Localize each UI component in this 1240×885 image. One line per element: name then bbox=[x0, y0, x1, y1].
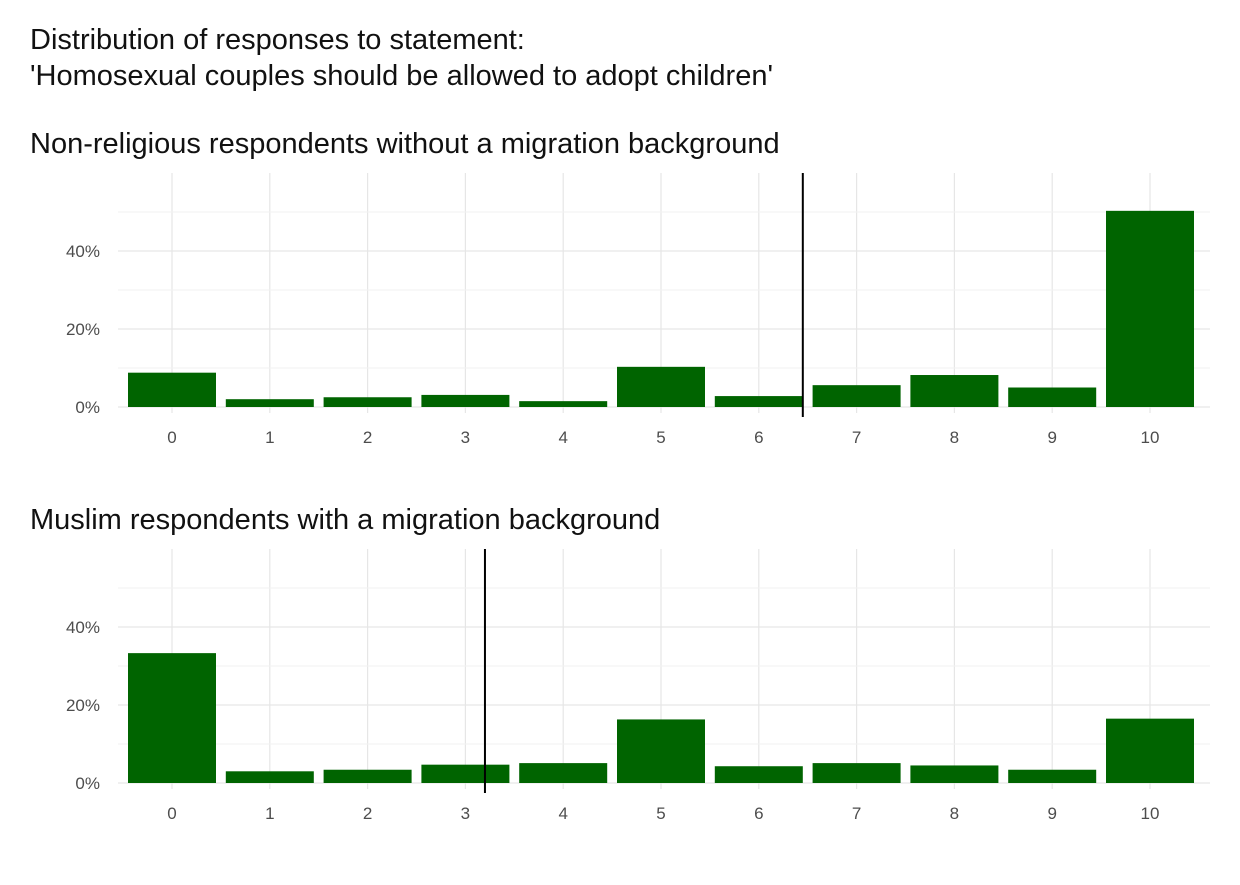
bar-8 bbox=[910, 375, 999, 407]
x-tick-label: 8 bbox=[950, 804, 959, 823]
bar-7 bbox=[812, 385, 901, 407]
x-tick-label: 5 bbox=[656, 804, 665, 823]
y-tick-label: 40% bbox=[66, 242, 100, 261]
x-tick-label: 3 bbox=[461, 428, 470, 447]
x-tick-label: 1 bbox=[265, 804, 274, 823]
bar-5 bbox=[617, 719, 705, 783]
bar-2 bbox=[323, 769, 412, 783]
chart-title-line-2: 'Homosexual couples should be allowed to… bbox=[30, 60, 773, 92]
panel-muslim: Muslim respondents with a migration back… bbox=[0, 503, 1240, 833]
x-tick-label: 7 bbox=[852, 428, 861, 447]
bar-0 bbox=[128, 372, 216, 407]
y-tick-label: 40% bbox=[66, 618, 100, 637]
y-tick-label: 0% bbox=[75, 774, 100, 793]
bar-0 bbox=[128, 653, 216, 783]
panel-title: Non-religious respondents without a migr… bbox=[30, 128, 780, 160]
x-tick-label: 0 bbox=[167, 804, 176, 823]
y-tick-label: 20% bbox=[66, 696, 100, 715]
x-tick-label: 4 bbox=[558, 428, 567, 447]
x-tick-label: 4 bbox=[558, 804, 567, 823]
bar-5 bbox=[617, 366, 705, 407]
x-tick-label: 10 bbox=[1141, 428, 1160, 447]
y-tick-label: 20% bbox=[66, 320, 100, 339]
bar-8 bbox=[910, 765, 999, 783]
x-tick-label: 9 bbox=[1047, 428, 1056, 447]
bar-2 bbox=[323, 397, 412, 407]
x-tick-label: 7 bbox=[852, 804, 861, 823]
x-tick-label: 2 bbox=[363, 428, 372, 447]
x-tick-label: 9 bbox=[1047, 804, 1056, 823]
bar-chart: 0% 20% 40% 0 1 2 3 4 5 6 7 8 9 10 bbox=[66, 549, 1210, 823]
x-tick-label: 6 bbox=[754, 804, 763, 823]
panel-non-religious: Non-religious respondents without a migr… bbox=[0, 127, 1240, 457]
bar-6 bbox=[714, 396, 803, 407]
bar-3 bbox=[421, 764, 510, 783]
bar-4 bbox=[519, 763, 608, 783]
bar-3 bbox=[421, 394, 510, 407]
bar-1 bbox=[225, 771, 314, 783]
x-tick-label: 3 bbox=[461, 804, 470, 823]
x-tick-label: 5 bbox=[656, 428, 665, 447]
chart-title: Distribution of responses to statement: … bbox=[30, 22, 773, 94]
x-tick-label: 10 bbox=[1141, 804, 1160, 823]
bar-10 bbox=[1106, 718, 1194, 783]
bar-10 bbox=[1106, 210, 1194, 407]
x-tick-label: 2 bbox=[363, 804, 372, 823]
bar-4 bbox=[519, 401, 608, 407]
panel-title: Muslim respondents with a migration back… bbox=[30, 504, 661, 536]
bar-6 bbox=[714, 766, 803, 783]
bar-9 bbox=[1008, 769, 1097, 783]
bar-chart: 0% 20% 40% 0 1 2 3 4 5 6 7 8 9 10 bbox=[66, 173, 1210, 447]
x-tick-label: 0 bbox=[167, 428, 176, 447]
x-tick-label: 8 bbox=[950, 428, 959, 447]
x-tick-label: 6 bbox=[754, 428, 763, 447]
bar-7 bbox=[812, 763, 901, 783]
chart-title-line-1: Distribution of responses to statement: bbox=[30, 24, 525, 56]
bar-9 bbox=[1008, 387, 1097, 407]
bar-1 bbox=[225, 399, 314, 407]
x-tick-label: 1 bbox=[265, 428, 274, 447]
y-tick-label: 0% bbox=[75, 398, 100, 417]
